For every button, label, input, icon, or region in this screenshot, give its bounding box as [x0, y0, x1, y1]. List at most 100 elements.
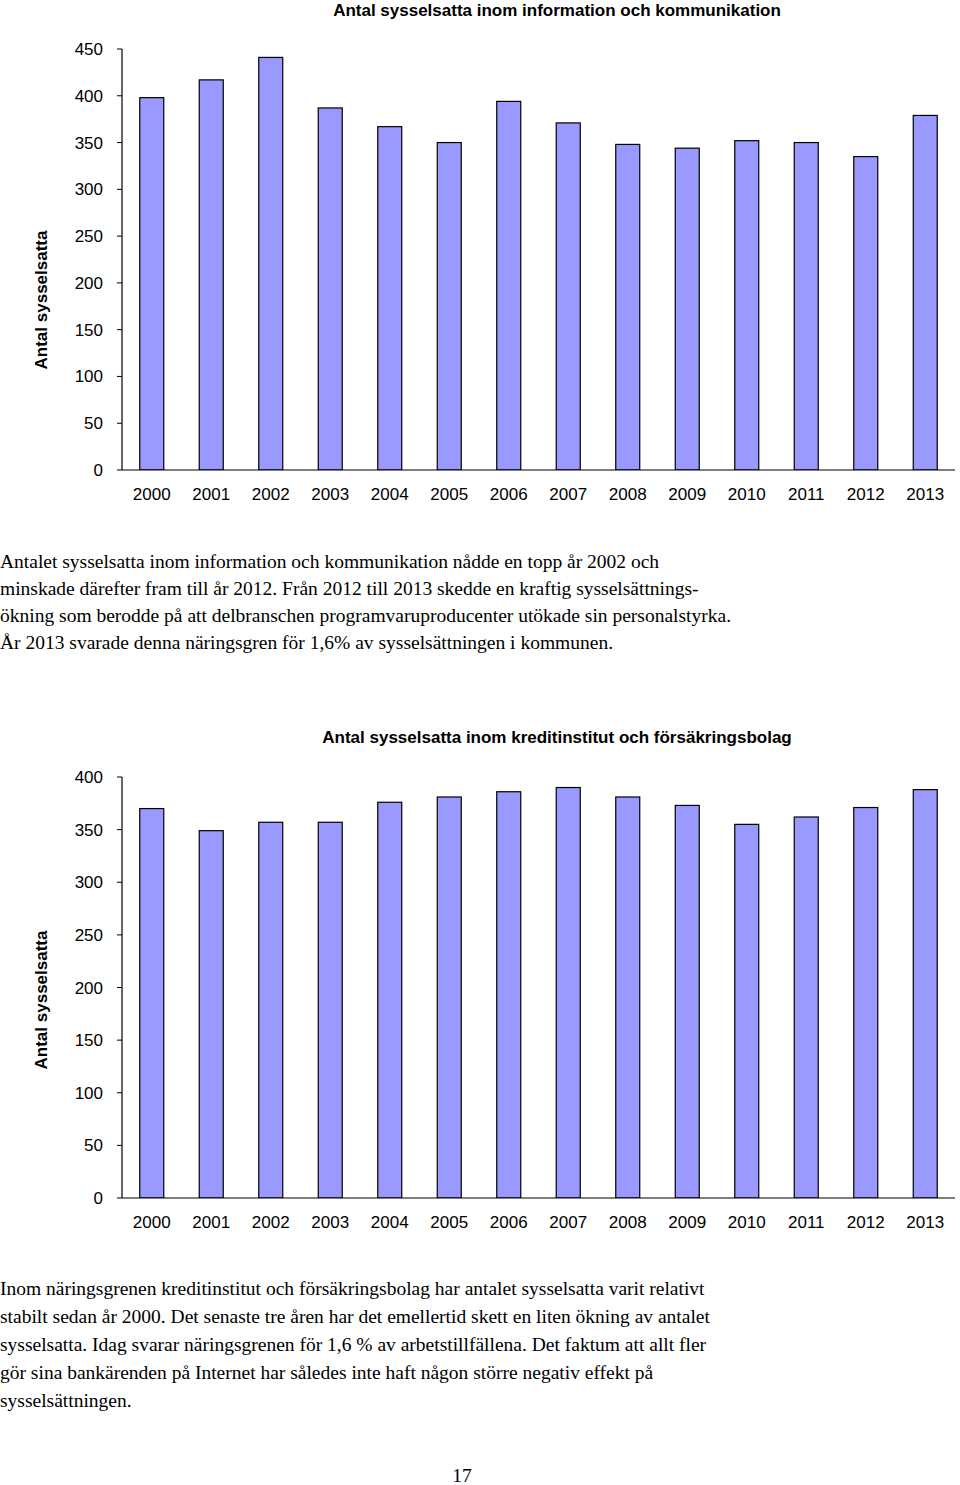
- y-tick-label: 50: [84, 414, 103, 433]
- y-tick: [117, 470, 122, 471]
- bar: [437, 797, 461, 1198]
- y-tick-label: 350: [75, 134, 103, 153]
- bar: [497, 792, 521, 1198]
- x-tick-label: 2001: [192, 485, 230, 504]
- y-tick: [117, 282, 122, 283]
- y-tick: [117, 1145, 122, 1146]
- bar: [556, 788, 580, 1198]
- bar: [616, 144, 640, 470]
- y-tick-label: 100: [75, 1084, 103, 1103]
- text-line: Inom näringsgrenen kreditinstitut och fö…: [0, 1278, 705, 1299]
- bar: [913, 115, 937, 470]
- x-axis: [122, 469, 955, 470]
- y-tick: [117, 95, 122, 96]
- y-tick: [117, 987, 122, 988]
- bar: [616, 797, 640, 1198]
- y-tick: [117, 423, 122, 424]
- x-tick-label: 2008: [609, 1213, 647, 1232]
- bar: [318, 822, 342, 1198]
- text-line: År 2013 svarade denna näringsgren för 1,…: [0, 632, 613, 653]
- y-tick: [117, 49, 122, 50]
- bar: [437, 143, 461, 470]
- x-axis: [122, 1197, 955, 1198]
- y-tick: [117, 329, 122, 330]
- bars: [140, 57, 938, 470]
- y-tick-label: 300: [75, 873, 103, 892]
- x-tick-label: 2005: [430, 485, 468, 504]
- x-tick-label: 2010: [728, 1213, 766, 1232]
- bar: [794, 143, 818, 470]
- y-tick: [117, 829, 122, 830]
- x-tick-label: 2009: [668, 1213, 706, 1232]
- x-tick-label: 2004: [371, 485, 409, 504]
- bar: [735, 141, 759, 470]
- y-tick-label: 50: [84, 1136, 103, 1155]
- x-tick-label: 2007: [549, 485, 587, 504]
- x-tick-label: 2000: [133, 1213, 171, 1232]
- bar: [259, 822, 283, 1198]
- x-tick-label: 2012: [847, 1213, 885, 1232]
- text-line: minskade därefter fram till år 2012. Frå…: [0, 578, 699, 599]
- y-tick: [117, 376, 122, 377]
- bar: [497, 101, 521, 470]
- y-tick-label: 250: [75, 926, 103, 945]
- y-tick: [117, 934, 122, 935]
- y-tick-label: 450: [75, 40, 103, 59]
- x-tick-label: 2008: [609, 485, 647, 504]
- x-tick-label: 2005: [430, 1213, 468, 1232]
- chart-title: Antal sysselsatta inom kreditinstitut oc…: [322, 728, 792, 747]
- chart: Antal sysselsatta inom kreditinstitut oc…: [32, 728, 955, 1232]
- y-tick: [117, 1040, 122, 1041]
- y-tick-label: 300: [75, 180, 103, 199]
- bar: [378, 127, 402, 470]
- bar: [199, 80, 223, 470]
- y-tick-label: 200: [75, 274, 103, 293]
- bars: [140, 788, 938, 1198]
- y-tick-label: 100: [75, 367, 103, 386]
- bar: [675, 805, 699, 1198]
- bar: [199, 831, 223, 1198]
- x-tick-label: 2003: [311, 1213, 349, 1232]
- bar: [735, 824, 759, 1198]
- x-tick-label: 2001: [192, 1213, 230, 1232]
- y-tick-label: 250: [75, 227, 103, 246]
- bar: [854, 157, 878, 470]
- y-tick: [117, 236, 122, 237]
- x-tick-label: 2011: [788, 485, 825, 504]
- x-tick-label: 2003: [311, 485, 349, 504]
- y-tick: [117, 1092, 122, 1093]
- bar: [378, 802, 402, 1198]
- text-line: stabilt sedan år 2000. Det senaste tre å…: [0, 1306, 710, 1327]
- text-line: sysselsättningen.: [0, 1390, 132, 1411]
- x-tick-label: 2006: [490, 485, 528, 504]
- x-tick-label: 2009: [668, 485, 706, 504]
- bar: [794, 817, 818, 1198]
- bar: [140, 809, 164, 1198]
- y-tick-label: 350: [75, 821, 103, 840]
- x-tick-label: 2012: [847, 485, 885, 504]
- y-axis: [121, 777, 122, 1198]
- y-tick-label: 150: [75, 321, 103, 340]
- paragraph: Antalet sysselsatta inom information och…: [0, 551, 731, 653]
- chart-title: Antal sysselsatta inom information och k…: [333, 1, 781, 20]
- y-axis-label: Antal sysselsatta: [32, 230, 51, 369]
- text-line: sysselsatta. Idag svarar näringsgrenen f…: [0, 1334, 707, 1355]
- y-axis-label: Antal sysselsatta: [32, 930, 51, 1069]
- y-tick-label: 0: [94, 1189, 103, 1208]
- page-number: 17: [452, 1465, 472, 1485]
- x-tick-label: 2013: [906, 485, 944, 504]
- y-tick: [117, 1198, 122, 1199]
- bar: [140, 98, 164, 470]
- y-tick-label: 0: [94, 461, 103, 480]
- x-tick-label: 2010: [728, 485, 766, 504]
- x-tick-label: 2011: [788, 1213, 825, 1232]
- paragraph: Inom näringsgrenen kreditinstitut och fö…: [0, 1278, 710, 1411]
- x-tick-label: 2006: [490, 1213, 528, 1232]
- bar: [259, 57, 283, 470]
- y-tick: [117, 189, 122, 190]
- bar: [318, 108, 342, 470]
- text-line: Antalet sysselsatta inom information och…: [0, 551, 659, 572]
- y-tick-label: 150: [75, 1031, 103, 1050]
- y-axis: [121, 49, 122, 470]
- text-line: ökning som berodde på att delbranschen p…: [0, 605, 731, 626]
